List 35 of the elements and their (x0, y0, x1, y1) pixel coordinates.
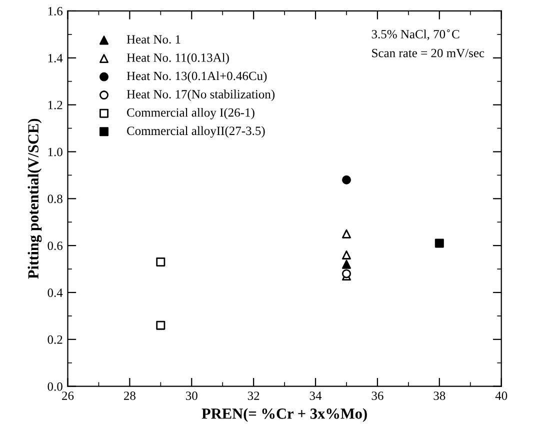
y-tick-label: 0.2 (48, 335, 62, 344)
y-tick-label: 0.8 (48, 194, 62, 204)
point (156, 320, 166, 330)
x-tick-label: 38 (434, 392, 446, 400)
x-tick-label: 28 (124, 392, 136, 400)
x-tick-label: 26 (62, 392, 74, 400)
y-tick-label: 1.0 (48, 148, 62, 156)
legend-label: Commercial alloyII(27-3.5) (127, 126, 265, 138)
point (156, 257, 166, 266)
y-axis-title: Pitting potential(V/SCE) (28, 118, 42, 279)
legend-label: Heat No. 1 (126, 35, 180, 44)
point (342, 175, 351, 184)
x-tick-label: 30 (186, 392, 198, 400)
y-tick-label: 0.0 (48, 382, 62, 391)
x-tick-label: 36 (372, 392, 384, 400)
annotation: 3.5% NaCl, 70$^{∘}$C (372, 29, 460, 40)
legend-label: Commercial alloy I(26-1) (127, 108, 254, 120)
legend-label: Heat No. 11(0.13Al) (126, 53, 229, 64)
point (342, 229, 351, 238)
point (342, 250, 351, 260)
point (434, 238, 444, 248)
y-tick-label: 1.2 (48, 100, 62, 110)
x-tick-label: 32 (248, 392, 260, 400)
x-axis-title: PREN(= %Cr + 3x%Mo) (202, 408, 367, 422)
y-tick-label: 0.4 (48, 288, 63, 297)
point (342, 269, 351, 278)
y-tick-label: 1.4 (48, 54, 63, 62)
legend-label: Heat No. 13(0.1Al+0.46Cu) (126, 71, 267, 83)
point (342, 260, 351, 269)
x-tick-label: 34 (310, 392, 322, 400)
legend-label: Heat No. 17(No stabilization) (126, 90, 275, 101)
y-tick-label: 0.6 (48, 242, 63, 250)
annotation: Scan rate = 20 mV/sec (372, 48, 484, 58)
x-tick-label: 40 (495, 392, 508, 400)
y-tick-label: 1.6 (48, 7, 63, 16)
